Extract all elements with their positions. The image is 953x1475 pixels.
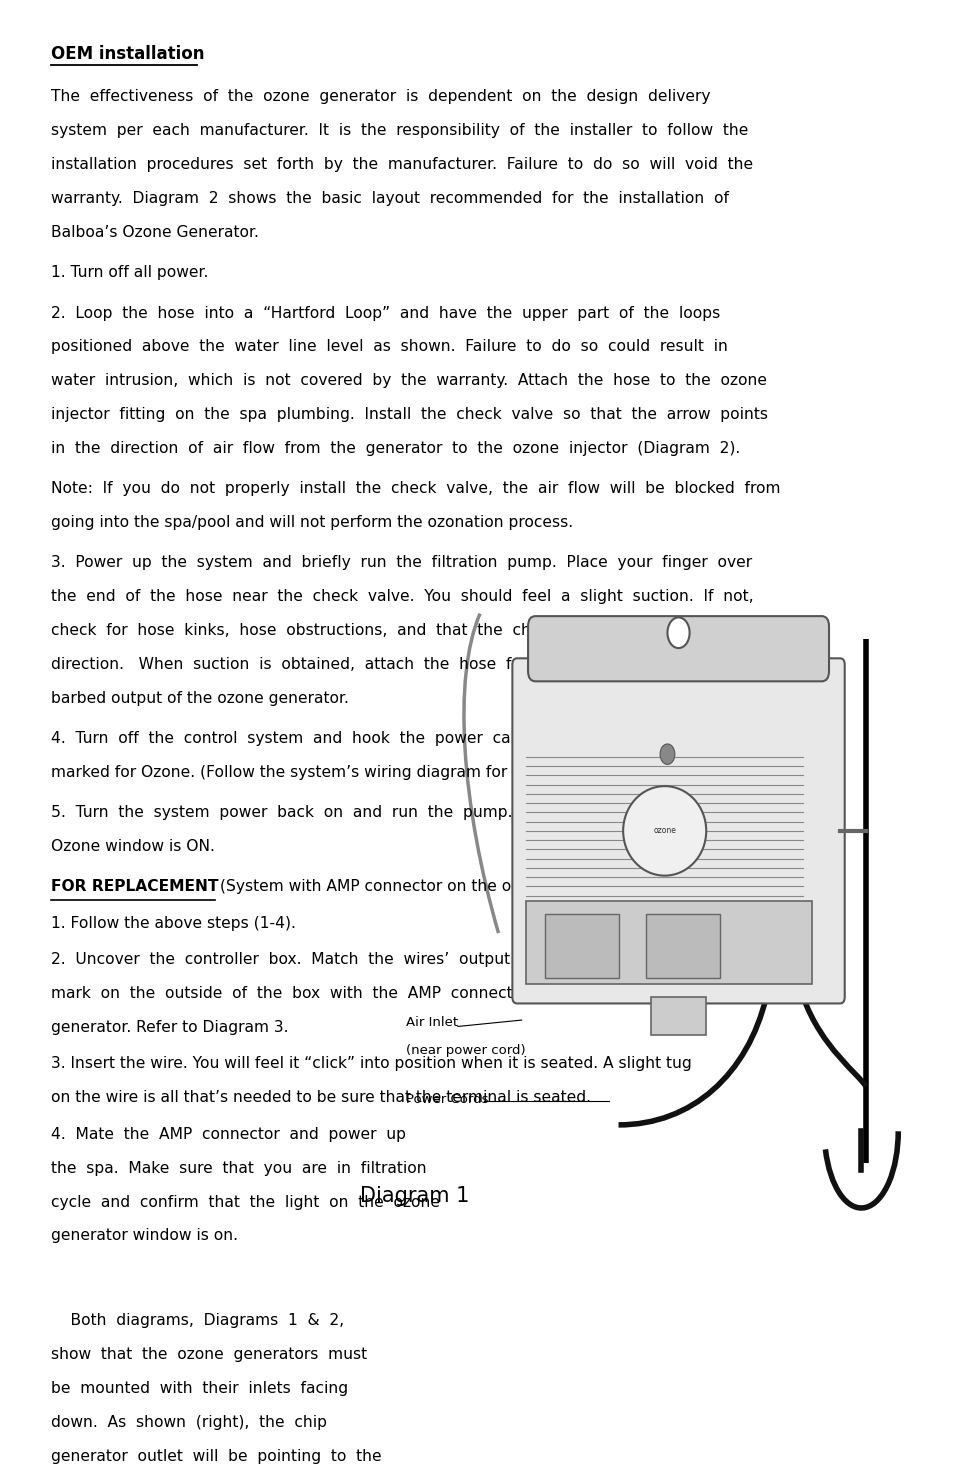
Text: system  per  each  manufacturer.  It  is  the  responsibility  of  the  installe: system per each manufacturer. It is the … [51, 124, 747, 139]
Text: Balboa’s Ozone Generator.: Balboa’s Ozone Generator. [51, 226, 258, 240]
Text: in  the  direction  of  air  flow  from  the  generator  to  the  ozone  injecto: in the direction of air flow from the ge… [51, 441, 740, 456]
Text: water  intrusion,  which  is  not  covered  by  the  warranty.  Attach  the  hos: water intrusion, which is not covered by… [51, 373, 766, 388]
Text: mark  on  the  outside  of  the  box  with  the  AMP  connector  provided  with : mark on the outside of the box with the … [51, 987, 740, 1002]
Text: ozone: ozone [653, 826, 676, 835]
Text: 3. Insert the wire. You will feel it “click” into position when it is seated. A : 3. Insert the wire. You will feel it “cl… [51, 1056, 691, 1071]
Text: generator window is on.: generator window is on. [51, 1229, 237, 1243]
Text: the  spa.  Make  sure  that  you  are  in  filtration: the spa. Make sure that you are in filtr… [51, 1161, 426, 1176]
Text: 4.  Turn  off  the  control  system  and  hook  the  power  cable  to  the  cont: 4. Turn off the control system and hook … [51, 732, 723, 746]
Text: injector  fitting  on  the  spa  plumbing.  Install  the  check  valve  so  that: injector fitting on the spa plumbing. In… [51, 407, 767, 422]
FancyBboxPatch shape [512, 658, 843, 1003]
FancyBboxPatch shape [528, 617, 828, 681]
Text: show  that  the  ozone  generators  must: show that the ozone generators must [51, 1347, 367, 1363]
Bar [526, 901, 812, 984]
Text: direction.   When  suction  is  obtained,  attach  the  hose  from  the  generat: direction. When suction is obtained, att… [51, 656, 723, 673]
Text: (near power cord): (near power cord) [406, 1044, 525, 1058]
Text: be  mounted  with  their  inlets  facing: be mounted with their inlets facing [51, 1381, 348, 1397]
Text: on the wire is all that’s needed to be sure that the terminal is seated.: on the wire is all that’s needed to be s… [51, 1090, 590, 1105]
Text: Both  diagrams,  Diagrams  1  &  2,: Both diagrams, Diagrams 1 & 2, [51, 1313, 343, 1329]
Bar [650, 997, 705, 1035]
Bar [645, 914, 720, 978]
Text: 3.  Power  up  the  system  and  briefly  run  the  filtration  pump.  Place  yo: 3. Power up the system and briefly run t… [51, 556, 751, 571]
Text: going into the spa/pool and will not perform the ozonation process.: going into the spa/pool and will not per… [51, 515, 573, 530]
Ellipse shape [622, 786, 705, 876]
Text: generator. Refer to Diagram 3.: generator. Refer to Diagram 3. [51, 1021, 288, 1035]
Bar [544, 914, 618, 978]
Text: Air Inlet: Air Inlet [406, 1016, 457, 1030]
Text: installation  procedures  set  forth  by  the  manufacturer.  Failure  to  do  s: installation procedures set forth by the… [51, 158, 752, 173]
Text: down.  As  shown  (right),  the  chip: down. As shown (right), the chip [51, 1415, 327, 1431]
Text: 5.  Turn  the  system  power  back  on  and  run  the  pump.  Confirm  that  the: 5. Turn the system power back on and run… [51, 805, 762, 820]
Text: marked for Ozone. (Follow the system’s wiring diagram for the proper location.): marked for Ozone. (Follow the system’s w… [51, 766, 670, 780]
Text: 1. Follow the above steps (1-4).: 1. Follow the above steps (1-4). [51, 916, 295, 931]
Circle shape [659, 743, 674, 764]
Text: Diagram 1: Diagram 1 [359, 1186, 469, 1207]
Text: 4.  Mate  the  AMP  connector  and  power  up: 4. Mate the AMP connector and power up [51, 1127, 405, 1142]
Text: FOR REPLACEMENT: FOR REPLACEMENT [51, 879, 218, 894]
Text: Ozone window is ON.: Ozone window is ON. [51, 839, 214, 854]
Text: warranty.  Diagram  2  shows  the  basic  layout  recommended  for  the  install: warranty. Diagram 2 shows the basic layo… [51, 192, 728, 206]
Text: the  end  of  the  hose  near  the  check  valve.  You  should  feel  a  slight : the end of the hose near the check valve… [51, 590, 753, 605]
Text: 1. Turn off all power.: 1. Turn off all power. [51, 266, 208, 280]
Text: 2.  Loop  the  hose  into  a  “Hartford  Loop”  and  have  the  upper  part  of : 2. Loop the hose into a “Hartford Loop” … [51, 305, 720, 320]
Text: cycle  and  confirm  that  the  light  on  the  ozone: cycle and confirm that the light on the … [51, 1195, 439, 1209]
Text: Power Cords: Power Cords [406, 1093, 488, 1106]
Text: 2.  Uncover  the  controller  box.  Match  the  wires’  output  of  the  ozone  : 2. Uncover the controller box. Match the… [51, 953, 756, 968]
Circle shape [667, 618, 689, 648]
Text: OEM installation: OEM installation [51, 44, 204, 63]
Text: Note:  If  you  do  not  properly  install  the  check  valve,  the  air  flow  : Note: If you do not properly install the… [51, 481, 780, 496]
Text: generator  outlet  will  be  pointing  to  the: generator outlet will be pointing to the [51, 1448, 381, 1463]
Text: positioned  above  the  water  line  level  as  shown.  Failure  to  do  so  cou: positioned above the water line level as… [51, 339, 727, 354]
Text: (System with AMP connector on the outside of the box): (System with AMP connector on the outsid… [214, 879, 648, 894]
Text: barbed output of the ozone generator.: barbed output of the ozone generator. [51, 690, 348, 707]
Text: The  effectiveness  of  the  ozone  generator  is  dependent  on  the  design  d: The effectiveness of the ozone generator… [51, 90, 710, 105]
Text: check  for  hose  kinks,  hose  obstructions,  and  that  the  check  valve  is : check for hose kinks, hose obstructions,… [51, 622, 751, 639]
